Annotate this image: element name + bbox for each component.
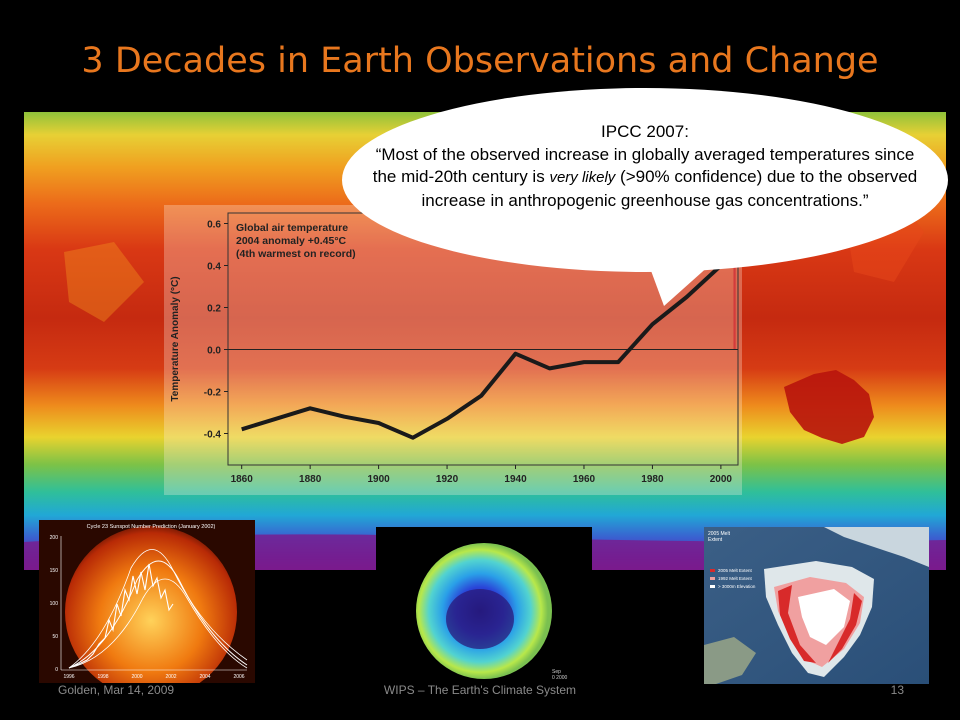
footer-date-location: Golden, Mar 14, 2009: [58, 683, 175, 697]
x-tick-label: 1960: [573, 474, 596, 485]
y-tick-label: 0.4: [207, 262, 221, 273]
y-tick-label: 0.0: [207, 346, 221, 357]
sunspot-ytick: 0: [55, 667, 58, 673]
ipcc-heading: IPCC 2007:: [601, 122, 689, 141]
ipcc-quote-part2: (>90% confidence) due to the observed in…: [421, 167, 918, 210]
ozone-hole-thumbnail: Sep 0 2000: [376, 527, 592, 682]
slide-title: 3 Decades in Earth Observations and Chan…: [81, 41, 879, 81]
ipcc-quote-part1: “Most of the observed increase in global…: [372, 144, 915, 187]
sunspot-thumbnail: Cycle 23 Sunspot Number Prediction (Janu…: [39, 520, 255, 683]
footer-presentation-title: WIPS – The Earth's Climate System: [383, 683, 577, 697]
sunspot-xtick: 1996: [63, 674, 74, 680]
y-tick-label: 0.2: [207, 304, 221, 315]
ipcc-quote-emphasis: very likely: [549, 169, 616, 186]
australia-landmass: [784, 370, 874, 444]
x-tick-label: 2000: [710, 474, 733, 485]
y-tick-label: 0.6: [207, 220, 221, 231]
x-tick-label: 1940: [504, 474, 527, 485]
ozone-caption-line2: 0 2000: [552, 675, 568, 681]
sunspot-xtick: 2004: [199, 674, 210, 680]
greenland-melt-thumbnail: 2005 Melt Extent 2005 Melt Extent 1992 M…: [704, 527, 929, 684]
sunspot-xtick: 2006: [233, 674, 244, 680]
sunspot-ytick: 50: [52, 634, 58, 640]
footer-slide-number: 13: [890, 683, 904, 697]
greenland-title-line1: 2005 Melt: [708, 531, 731, 537]
sunspot-ytick: 100: [50, 601, 59, 607]
ozone-caption-line1: Sep: [552, 669, 561, 675]
sunspot-ytick: 150: [50, 568, 59, 574]
greenland-legend-1992: 1992 Melt Extent: [718, 576, 753, 581]
smoothed-trend-line: [241, 264, 723, 440]
sunspot-ytick: 200: [50, 535, 59, 541]
ipcc-quote: IPCC 2007: “Most of the observed increas…: [372, 121, 918, 212]
melt-extent-2005: [778, 585, 862, 663]
chart-annotation-line: Global air temperature: [236, 222, 348, 234]
sunspot-xtick: 2002: [165, 674, 176, 680]
sunspot-title: Cycle 23 Sunspot Number Prediction (Janu…: [87, 524, 216, 530]
x-tick-label: 1980: [641, 474, 664, 485]
anomaly-bar: [733, 255, 736, 350]
high-elevation-interior: [798, 589, 850, 645]
greenland-title-line2: Extent: [708, 537, 723, 543]
chart-annotation-line: 2004 anomaly +0.45°C: [236, 235, 347, 247]
sunspot-observed-line: [70, 563, 174, 668]
sunspot-xtick: 2000: [131, 674, 142, 680]
x-tick-label: 1900: [367, 474, 390, 485]
y-tick-label: -0.2: [204, 388, 222, 399]
chart-annotation-line: (4th warmest on record): [236, 248, 356, 260]
greenland-legend-2005: 2005 Melt Extent: [718, 568, 753, 573]
greenland-legend-elevation: > 3000m Elevation: [718, 584, 756, 589]
sunspot-xtick: 1998: [97, 674, 108, 680]
x-tick-label: 1920: [436, 474, 459, 485]
y-axis-label: Temperature Anomaly (°C): [170, 276, 181, 401]
x-tick-label: 1880: [299, 474, 322, 485]
x-tick-label: 1860: [231, 474, 254, 485]
y-tick-label: -0.4: [204, 430, 222, 441]
